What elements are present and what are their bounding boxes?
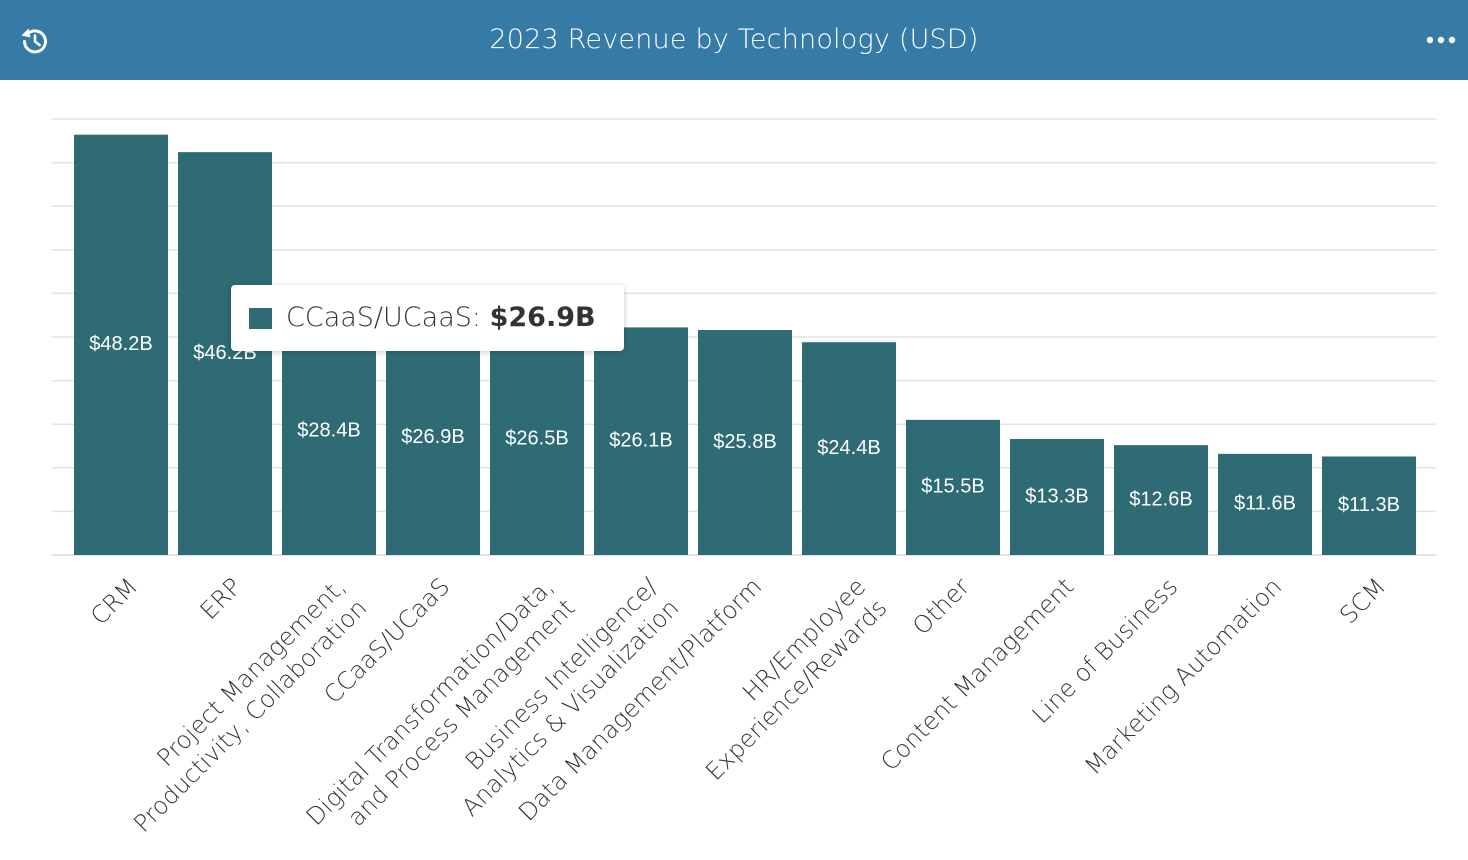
bar[interactable]: [74, 134, 168, 556]
bar[interactable]: [594, 327, 688, 555]
x-tick-label: ERP: [195, 572, 248, 625]
bar[interactable]: [1218, 453, 1312, 555]
bar-value-label: $26.1B: [609, 429, 672, 451]
more-horizontal-icon: [1426, 36, 1456, 44]
bar-value-label: $28.4B: [297, 419, 360, 441]
bar-value-label: $11.3B: [1338, 494, 1400, 516]
x-tick-label: Marketing Automation: [1079, 572, 1287, 780]
bar-value-label: $12.6B: [1129, 488, 1192, 510]
bar[interactable]: [1010, 439, 1104, 555]
bar-value-label: $13.3B: [1025, 485, 1088, 507]
bar[interactable]: [906, 419, 1000, 555]
bar[interactable]: [698, 330, 792, 555]
bar-value-label: $15.5B: [921, 476, 984, 498]
history-button[interactable]: [12, 22, 56, 60]
bar[interactable]: [802, 342, 896, 555]
bar-value-label: $26.5B: [505, 428, 568, 450]
bar[interactable]: [178, 152, 272, 556]
tooltip-swatch: [249, 308, 272, 329]
x-tick-label: Content Management: [875, 572, 1079, 776]
more-options-button[interactable]: [1418, 26, 1464, 56]
history-icon: [21, 28, 47, 54]
bar-value-label: $26.9B: [401, 426, 464, 448]
bar[interactable]: [490, 323, 584, 555]
bar-value-label: $11.6B: [1234, 493, 1296, 515]
bar[interactable]: [1114, 445, 1208, 555]
chart-header: 2023 Revenue by Technology (USD): [0, 0, 1468, 80]
tooltip-text: CCaaS/UCaaS: $26.9B: [286, 285, 596, 351]
bar-value-label: $24.4B: [817, 437, 880, 459]
tooltip-series-label: CCaaS/UCaaS:: [286, 302, 481, 333]
x-tick-label: CRM: [85, 572, 143, 630]
bar[interactable]: [386, 320, 480, 555]
x-tick-label: SCM: [1334, 572, 1391, 629]
bar[interactable]: [1322, 456, 1416, 555]
chart-title: 2023 Revenue by Technology (USD): [489, 24, 979, 55]
x-tick-label: HR/EmployeeExperience/Rewards: [679, 572, 892, 785]
bar-value-label: $25.8B: [713, 431, 776, 453]
bar-value-label: $48.2B: [89, 333, 152, 355]
x-tick-label: Other: [907, 572, 975, 640]
tooltip-value: $26.9B: [489, 302, 596, 333]
hover-tooltip: CCaaS/UCaaS: $26.9B: [231, 285, 624, 351]
